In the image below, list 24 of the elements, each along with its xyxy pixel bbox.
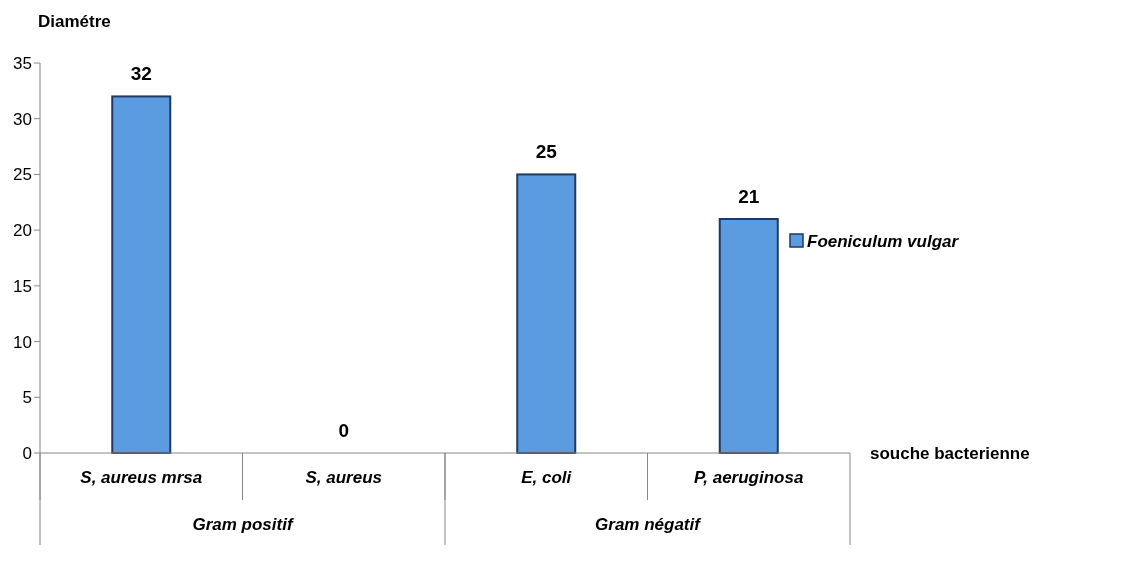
y-tick-label: 20 xyxy=(13,221,32,241)
text: Gram négatif xyxy=(595,515,703,534)
x-tick-label: S, aureus mrsa xyxy=(80,468,203,487)
y-tick-label: 35 xyxy=(13,53,32,73)
text: Gram positif xyxy=(192,515,295,534)
bar xyxy=(516,173,577,454)
y-tick-label: 25 xyxy=(13,165,32,185)
data-label: 32 xyxy=(130,63,152,85)
legend-label: Foeniculum vulgar xyxy=(807,231,960,251)
y-tick-label: 10 xyxy=(13,332,32,352)
data-label: 21 xyxy=(738,186,760,207)
x-tick-label: P, aeruginosa xyxy=(694,468,804,487)
x-axis-title: souche bacterienne xyxy=(870,443,1030,463)
data-label: 25 xyxy=(535,141,558,163)
x-tick-label: S, aureus xyxy=(305,468,383,487)
data-label: 0 xyxy=(338,420,350,441)
y-axis-title: Diamétre xyxy=(38,12,111,31)
bar xyxy=(111,95,172,454)
y-tick-label: 0 xyxy=(22,443,32,463)
y-tick-label: 5 xyxy=(22,388,32,408)
bar xyxy=(718,218,779,454)
x-tick-label: E, coli xyxy=(521,468,573,487)
y-tick-label: 15 xyxy=(13,276,32,296)
y-tick-label: 30 xyxy=(13,109,32,129)
